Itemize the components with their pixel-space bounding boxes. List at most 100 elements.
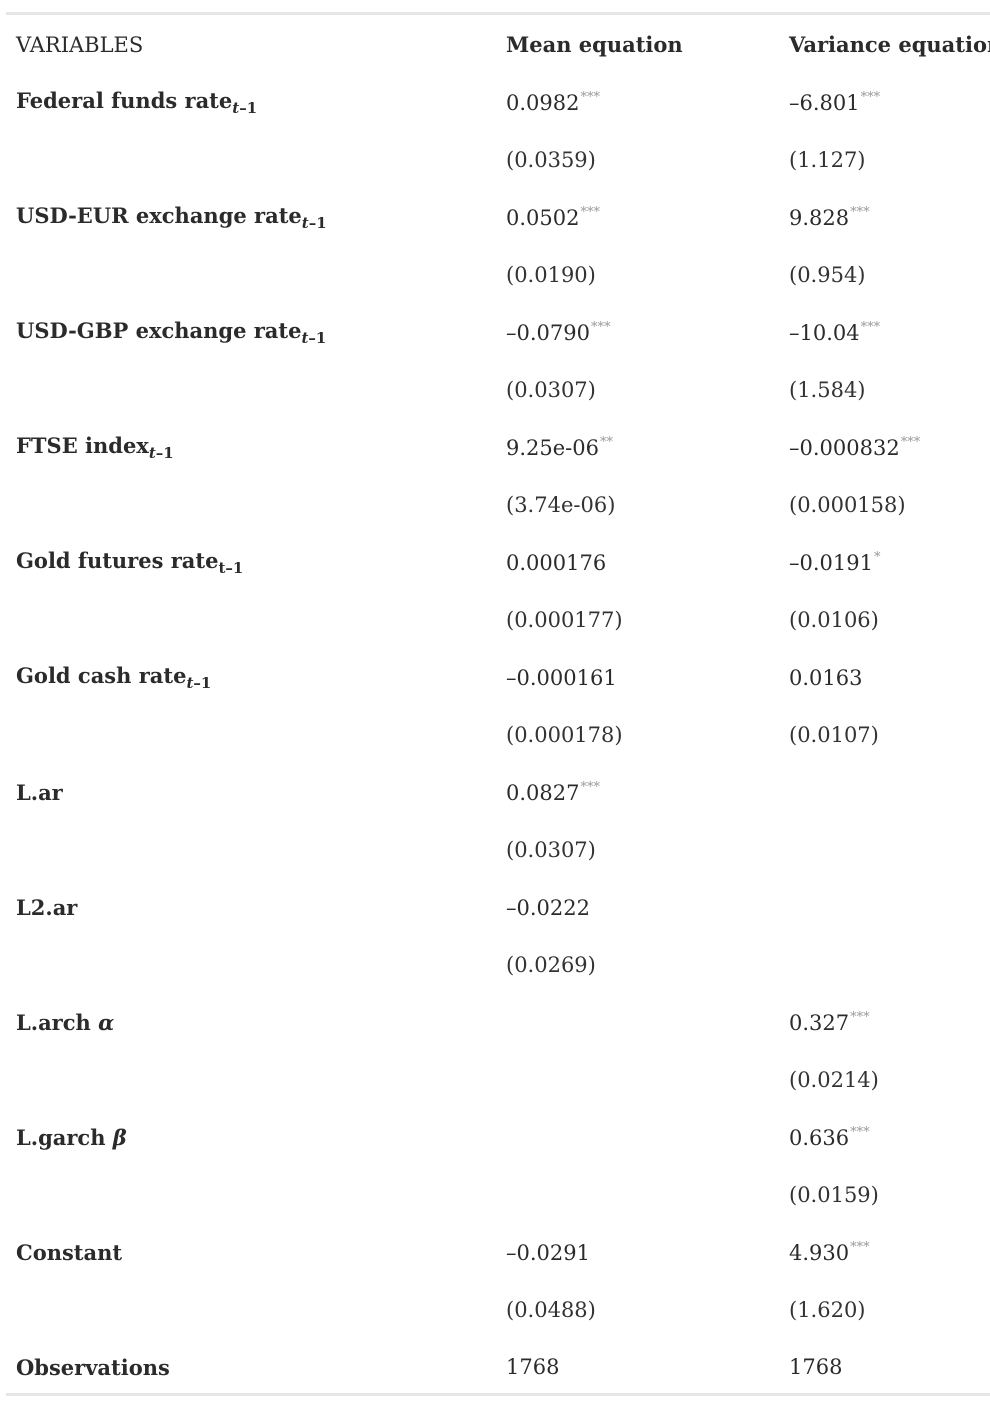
coefficient-value: 0.327 [789,1010,850,1035]
mean-standard-error: (0.0307) [506,837,596,862]
variance-coefficient: 0.636*** [789,1109,990,1167]
variable-label: L.ar [0,764,506,822]
lag-subscript: t–1 [149,444,174,462]
variable-name: USD-EUR exchange rate [16,202,302,228]
mean-coefficient: –0.0222 [506,879,789,937]
observations-row: Observations 1768 1768 [0,1339,990,1397]
subscript-variable: t [232,98,240,117]
coefficient-row: FTSE indext–1 9.25e-06** –0.000832*** [0,419,990,477]
empty-cell [0,361,506,419]
mean-coefficient: –0.000161 [506,649,789,707]
significance-stars: *** [590,319,611,335]
coefficient-value: 4.930 [789,1240,850,1265]
significance-stars: *** [850,1239,870,1255]
mean-standard-error: (3.74e-06) [506,492,616,517]
significance-stars: *** [860,319,881,335]
standard-error-row: (0.0190) (0.954) [0,246,990,304]
variable-name: Federal funds rate [16,87,233,113]
mean-standard-error: (0.0488) [506,1297,596,1322]
coefficient-value: 0.0163 [789,665,863,690]
significance-stars: *** [580,89,600,105]
empty-cell [0,1166,506,1224]
coefficient-row: Federal funds ratet–1 0.0982*** –6.801*** [0,74,990,132]
mean-standard-error [506,1166,789,1224]
greek-symbol: α [98,1009,115,1035]
empty-cell [0,1281,506,1339]
variance-coefficient: 0.0163 [789,649,990,707]
significance-stars: *** [900,434,921,450]
subscript-lag: –1 [155,443,174,462]
mean-standard-error: (0.000177) [506,607,623,632]
coefficient-row: L2.ar –0.0222 [0,879,990,937]
coefficient-row: L.arch α 0.327*** [0,994,990,1052]
significance-stars: ** [600,434,614,450]
significance-stars: *** [580,779,600,795]
variable-label: L.garch β [0,1109,506,1167]
header-variance-equation: Variance equation [789,32,990,58]
coefficient-value: –0.000161 [506,665,617,690]
coefficient-value: 0.636 [789,1125,850,1150]
mean-coefficient: 9.25e-06** [506,419,789,477]
significance-stars: *** [860,89,881,105]
variable-name: L.ar [16,779,63,805]
empty-cell [0,821,506,879]
standard-error-row: (0.0214) [0,1051,990,1109]
subscript-variable: t [148,443,156,462]
variance-standard-error: (0.000158) [789,492,906,517]
lag-subscript: t–1 [186,674,211,692]
mean-standard-error: (0.000178) [506,722,623,747]
coefficient-value: 0.0502 [506,205,580,230]
variance-coefficient: –10.04*** [789,304,990,362]
empty-cell [0,1051,506,1109]
variance-standard-error: (1.620) [789,1297,866,1322]
subscript-variable: t [301,328,309,347]
significance-stars: * [873,549,881,565]
coefficient-value: 0.0827 [506,780,580,805]
variable-label: L.arch α [0,994,506,1052]
variance-standard-error: (1.127) [789,147,866,172]
variance-coefficient: –0.0191* [789,534,990,592]
regression-table: VARIABLES Mean equation Variance equatio… [0,16,990,1396]
significance-stars: *** [850,204,870,220]
variance-coefficient [789,879,990,937]
variance-coefficient: 9.828*** [789,189,990,247]
standard-error-row: (0.0307) [0,821,990,879]
mean-standard-error [506,1051,789,1109]
significance-stars: *** [850,1009,870,1025]
variance-standard-error: (0.0107) [789,722,879,747]
coefficient-value: –0.0191 [789,550,873,575]
variance-coefficient: –0.000832*** [789,419,990,477]
coefficient-value: –6.801 [789,90,860,115]
coefficient-value: 9.828 [789,205,850,230]
subscript-lag: –1 [308,328,327,347]
variable-name: Gold futures rate [16,547,219,573]
variance-standard-error [789,936,990,994]
variable-label: L2.ar [0,879,506,937]
standard-error-row: (0.000178) (0.0107) [0,706,990,764]
variable-name: Constant [16,1239,123,1265]
empty-cell [0,476,506,534]
coefficient-row: L.ar 0.0827*** [0,764,990,822]
variance-coefficient: 0.327*** [789,994,990,1052]
variable-name: Gold cash rate [16,662,187,688]
empty-cell [0,591,506,649]
variance-standard-error: (0.0214) [789,1067,879,1092]
coefficient-value: 0.0982 [506,90,580,115]
significance-stars: *** [580,204,600,220]
subscript-variable: t [301,213,309,232]
header-variables: VARIABLES [16,32,144,57]
empty-cell [0,246,506,304]
coefficient-row: Constant –0.0291 4.930*** [0,1224,990,1282]
coefficient-value: –0.0790 [506,320,590,345]
subscript-lag: –1 [239,98,258,117]
mean-standard-error: (0.0190) [506,262,596,287]
variable-name: USD-GBP exchange rate [16,317,302,343]
coefficient-value: –0.0222 [506,895,590,920]
coefficient-row: Gold futures ratet–1 0.000176 –0.0191* [0,534,990,592]
coefficient-row: USD-GBP exchange ratet–1 –0.0790*** –10.04… [0,304,990,362]
standard-error-row: (0.0307) (1.584) [0,361,990,419]
variance-standard-error: (1.584) [789,377,866,402]
standard-error-row: (3.74e-06) (0.000158) [0,476,990,534]
lag-subscript: t–1 [301,329,326,347]
standard-error-row: (0.0269) [0,936,990,994]
